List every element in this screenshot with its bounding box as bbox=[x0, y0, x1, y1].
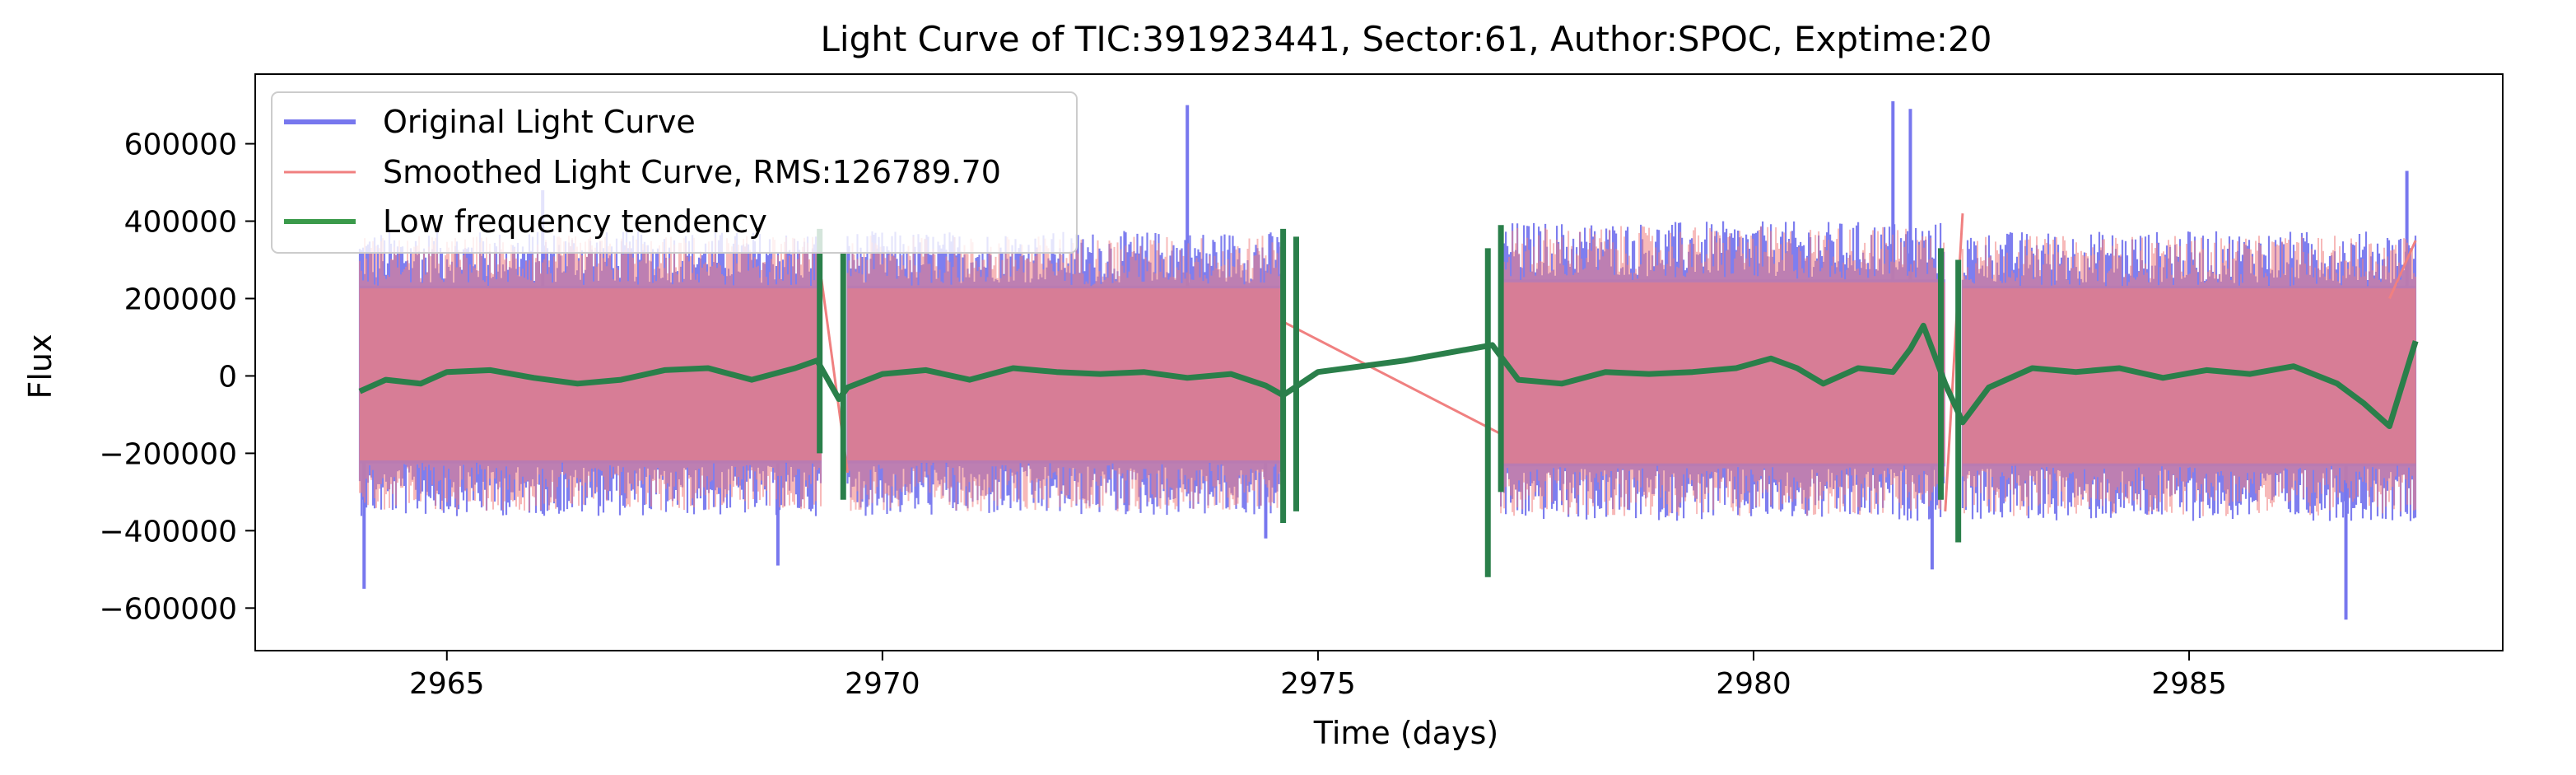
x-tick-label-2975: 2975 bbox=[1280, 667, 1356, 701]
series-1-bridge-1 bbox=[1282, 320, 1502, 436]
x-tick-label-2985: 2985 bbox=[2151, 667, 2227, 701]
x-tick-label-2970: 2970 bbox=[845, 667, 920, 701]
y-tick-label--400000: −400000 bbox=[99, 515, 237, 549]
y-tick-label-400000: 400000 bbox=[124, 206, 237, 240]
x-axis-label: Time (days) bbox=[1313, 715, 1498, 751]
y-axis: −600000 −400000 −200000 0 200000 400000 600000 bbox=[99, 128, 255, 626]
series-1-bridge-3 bbox=[2388, 240, 2417, 300]
y-tick-label-600000: 600000 bbox=[124, 128, 237, 162]
legend-box bbox=[271, 91, 1078, 254]
series-1-band-spikes bbox=[846, 236, 1283, 511]
y-axis-label: Flux bbox=[22, 334, 58, 399]
y-tick-label-200000: 200000 bbox=[124, 282, 237, 316]
y-tick-label--600000: −600000 bbox=[99, 592, 237, 626]
legend-label-original: Original Light Curve bbox=[383, 104, 696, 140]
y-tick-label--200000: −200000 bbox=[99, 437, 237, 471]
plot-frame bbox=[254, 73, 2504, 651]
legend-label-tendency: Low frequency tendency bbox=[383, 203, 767, 240]
x-axis: 2965 2970 2975 2980 2985 bbox=[409, 651, 2227, 701]
series-1-segment-2 bbox=[1500, 226, 1945, 516]
legend: Original Light Curve Smoothed Light Curv… bbox=[271, 91, 1078, 254]
series-2-tendency-line bbox=[358, 322, 2419, 429]
y-tick-label-0: 0 bbox=[218, 360, 237, 394]
x-tick-label-2980: 2980 bbox=[1716, 667, 1791, 701]
plot-area bbox=[358, 100, 2419, 620]
chart-title: Light Curve of TIC:391923441, Sector:61,… bbox=[821, 19, 1992, 59]
legend-label-smoothed: Smoothed Light Curve, RMS:126789.70 bbox=[383, 154, 1001, 190]
x-tick-label-2965: 2965 bbox=[409, 667, 485, 701]
